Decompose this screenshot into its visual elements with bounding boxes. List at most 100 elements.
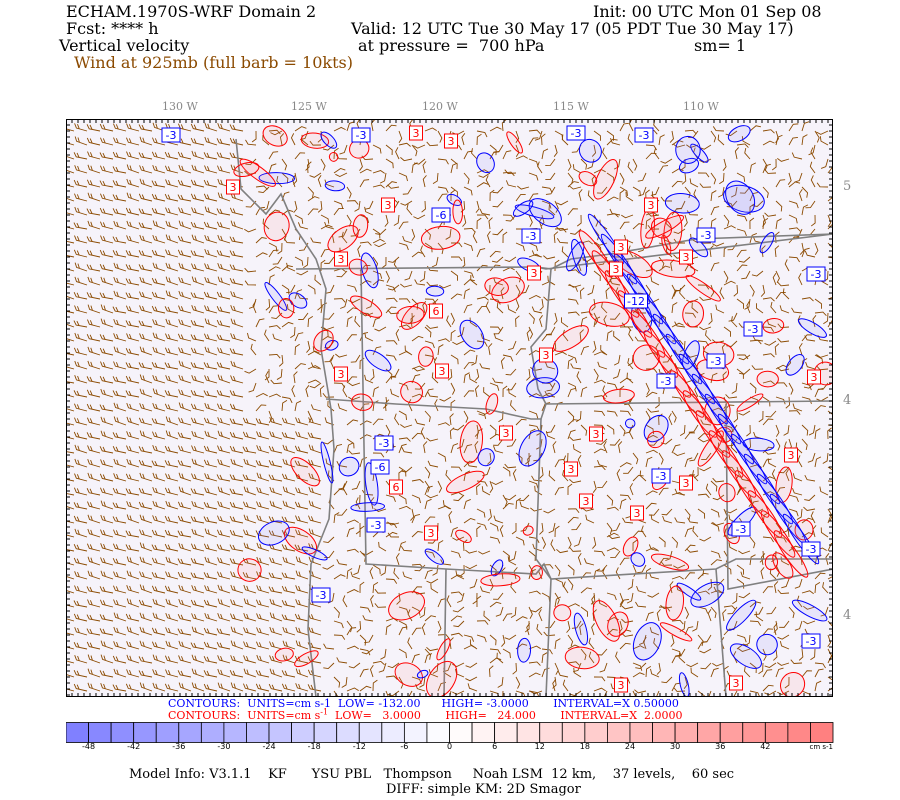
wind-barb <box>359 434 372 440</box>
wind-barb <box>99 334 114 342</box>
state-border <box>715 568 727 697</box>
wind-barb <box>372 270 383 279</box>
wind-barb <box>437 598 447 608</box>
wind-barb <box>295 487 309 496</box>
wind-barb <box>779 640 790 650</box>
wind-barb <box>164 655 179 664</box>
wind-barb <box>269 500 283 510</box>
wind-barb <box>354 200 361 212</box>
wind-barb <box>758 410 764 423</box>
wind-barb <box>632 474 644 482</box>
wind-barb <box>420 427 426 440</box>
positive-contour-label: 3 <box>614 239 628 255</box>
wind-barb <box>217 430 231 440</box>
wind-barb <box>775 396 786 405</box>
colorbar-swatch <box>471 722 496 743</box>
wind-barb <box>333 488 345 496</box>
colorbar-label: -6 <box>400 742 408 750</box>
wind-barb <box>538 609 543 622</box>
positive-contour <box>327 225 359 253</box>
wind-barb <box>333 200 344 209</box>
wind-barb <box>736 298 744 309</box>
wind-barb <box>269 626 283 636</box>
colorbar-swatch <box>178 722 202 743</box>
wind-barb <box>125 264 140 272</box>
wind-barb <box>727 424 738 433</box>
positive-units: CONTOURS: UNITS=cm s <box>168 709 321 722</box>
wind-barb <box>297 222 309 230</box>
wind-barb <box>469 317 478 328</box>
wind-barb <box>139 556 153 566</box>
wind-barb <box>569 479 582 484</box>
wind-barb <box>749 554 756 566</box>
wind-barb <box>165 430 179 440</box>
wind-barb <box>268 305 279 314</box>
svg-text:3: 3 <box>448 135 455 148</box>
wind-barb <box>400 200 413 206</box>
wind-barb <box>527 455 532 468</box>
wind-barb <box>736 643 749 650</box>
wind-barb <box>355 497 361 510</box>
wind-barb <box>66 361 75 370</box>
wind-barb <box>407 637 413 650</box>
positive-contour-label: 6 <box>429 303 443 319</box>
wind-barb <box>177 460 192 468</box>
wind-barb <box>387 184 400 189</box>
positive-contour-label: 3 <box>807 369 821 385</box>
wind-barb <box>411 432 423 440</box>
lon-label: 130 W <box>162 100 198 113</box>
wind-barb <box>499 525 504 538</box>
wind-barb <box>100 683 114 692</box>
wind-barb <box>387 521 400 526</box>
wind-barb <box>317 175 322 188</box>
wind-barb <box>788 200 799 209</box>
wind-barb <box>290 326 296 339</box>
wind-barb <box>86 403 101 412</box>
wind-barb <box>310 362 322 370</box>
wind-barb <box>303 256 309 269</box>
wind-barb <box>476 306 487 314</box>
wind-barb <box>530 690 543 695</box>
svg-text:3: 3 <box>648 199 655 212</box>
wind-barb <box>165 207 179 216</box>
wind-barb <box>671 302 678 314</box>
wind-barb <box>327 400 335 412</box>
wind-barb <box>342 595 348 608</box>
wind-barb <box>427 391 439 398</box>
wind-barb <box>567 661 580 666</box>
wind-barb <box>86 249 101 258</box>
wind-barb <box>671 410 677 423</box>
wind-barb <box>814 680 822 692</box>
wind-barb <box>295 431 309 440</box>
wind-barb <box>100 487 114 496</box>
wind-barb <box>814 298 822 309</box>
negative-contour <box>490 559 504 577</box>
wind-barb <box>530 507 543 512</box>
wind-barb <box>178 472 192 482</box>
wind-barb <box>138 362 153 370</box>
wind-barb <box>434 399 439 412</box>
wind-barb <box>580 648 587 661</box>
wind-barb <box>738 592 751 599</box>
wind-barb <box>741 136 751 146</box>
wind-barb <box>710 206 720 216</box>
wind-barb <box>73 320 88 328</box>
wind-barb <box>203 193 218 202</box>
wind-barb <box>359 581 365 594</box>
wind-barb <box>403 690 413 697</box>
wind-barb <box>178 682 192 692</box>
wind-barb <box>551 340 557 353</box>
wind-barb <box>508 387 517 398</box>
wind-barb <box>688 424 699 433</box>
wind-barb <box>814 428 821 440</box>
wind-barb <box>258 186 270 194</box>
wind-barb <box>138 459 153 468</box>
wind-barb <box>217 655 231 664</box>
wind-barb <box>99 375 114 384</box>
wind-barb <box>827 542 833 552</box>
wind-barb <box>126 416 140 426</box>
wind-barb <box>450 550 461 559</box>
wind-barb <box>229 669 244 678</box>
wind-barb <box>100 500 114 510</box>
wind-barb <box>372 452 385 458</box>
